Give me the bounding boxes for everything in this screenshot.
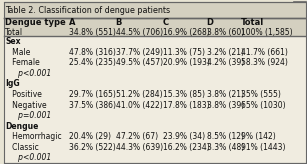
Text: Dengue type: Dengue type xyxy=(5,18,66,27)
Text: 23.9% (34): 23.9% (34) xyxy=(163,132,205,141)
Bar xyxy=(4,121,306,132)
Text: 20.4% (29): 20.4% (29) xyxy=(69,132,111,141)
Text: Positive: Positive xyxy=(5,90,42,99)
Text: 47.8% (316): 47.8% (316) xyxy=(69,48,116,57)
Text: 20.9% (193): 20.9% (193) xyxy=(163,58,209,67)
Bar xyxy=(4,68,306,79)
Text: 4.2% (39): 4.2% (39) xyxy=(207,58,244,67)
Text: 25.4% (235): 25.4% (235) xyxy=(69,58,116,67)
Text: C: C xyxy=(163,18,169,27)
Text: 44.5% (706): 44.5% (706) xyxy=(116,28,163,37)
Text: 3.8% (39): 3.8% (39) xyxy=(207,101,244,110)
Text: 29.7% (165): 29.7% (165) xyxy=(69,90,116,99)
Text: 16.9% (268): 16.9% (268) xyxy=(163,28,209,37)
Text: Sex: Sex xyxy=(5,37,21,46)
Text: 3.8% (21): 3.8% (21) xyxy=(207,90,243,99)
Text: Dengue: Dengue xyxy=(5,122,39,131)
Bar xyxy=(4,58,306,68)
Bar xyxy=(4,132,306,142)
Text: Table 2. Classification of dengue patients: Table 2. Classification of dengue patien… xyxy=(6,6,171,14)
Bar xyxy=(4,47,306,58)
Text: 37.5% (386): 37.5% (386) xyxy=(69,101,116,110)
Text: 37.7% (249): 37.7% (249) xyxy=(116,48,163,57)
Text: 41.0% (422): 41.0% (422) xyxy=(116,101,162,110)
Bar xyxy=(4,153,306,163)
Text: Male: Male xyxy=(5,48,31,57)
Text: 91% (1443): 91% (1443) xyxy=(241,143,286,152)
Text: Classic: Classic xyxy=(5,143,39,152)
Text: 58.3% (924): 58.3% (924) xyxy=(241,58,288,67)
Text: 34.8% (551): 34.8% (551) xyxy=(69,28,116,37)
Text: D: D xyxy=(207,18,213,27)
Text: p=0.001: p=0.001 xyxy=(11,111,52,120)
Text: B: B xyxy=(116,18,122,27)
Bar xyxy=(4,2,306,18)
Text: 3.3% (48): 3.3% (48) xyxy=(207,143,244,152)
Bar xyxy=(4,142,306,153)
Text: p<0.001: p<0.001 xyxy=(11,153,52,162)
Text: 17.8% (183): 17.8% (183) xyxy=(163,101,209,110)
Text: IgG: IgG xyxy=(5,79,20,88)
Text: 11.3% (75): 11.3% (75) xyxy=(163,48,205,57)
Text: A: A xyxy=(69,18,75,27)
Text: 36.2% (522): 36.2% (522) xyxy=(69,143,115,152)
Text: Hemorrhagic: Hemorrhagic xyxy=(5,132,62,141)
Text: 49.5% (457): 49.5% (457) xyxy=(116,58,163,67)
Bar xyxy=(4,18,306,36)
Bar xyxy=(4,89,306,100)
Text: 65% (1030): 65% (1030) xyxy=(241,101,286,110)
Bar xyxy=(4,110,306,121)
Text: 35% (555): 35% (555) xyxy=(241,90,281,99)
Bar xyxy=(4,36,306,47)
Bar xyxy=(4,100,306,110)
Text: Total: Total xyxy=(241,18,265,27)
Text: 51.2% (284): 51.2% (284) xyxy=(116,90,162,99)
Text: Total: Total xyxy=(5,28,23,37)
Text: 8.5% (12): 8.5% (12) xyxy=(207,132,243,141)
Text: 3.8% (60): 3.8% (60) xyxy=(207,28,244,37)
Text: 100% (1,585): 100% (1,585) xyxy=(241,28,293,37)
Text: 41.7% (661): 41.7% (661) xyxy=(241,48,288,57)
Text: 3.2% (21): 3.2% (21) xyxy=(207,48,243,57)
Text: p<0.001: p<0.001 xyxy=(11,69,52,78)
Text: 15.3% (85): 15.3% (85) xyxy=(163,90,205,99)
Bar xyxy=(4,79,306,89)
Text: 47.2% (67): 47.2% (67) xyxy=(116,132,158,141)
Text: 16.2% (234): 16.2% (234) xyxy=(163,143,209,152)
Text: Female: Female xyxy=(5,58,40,67)
Text: 9% (142): 9% (142) xyxy=(241,132,276,141)
Text: 44.3% (639): 44.3% (639) xyxy=(116,143,163,152)
Text: Negative: Negative xyxy=(5,101,47,110)
